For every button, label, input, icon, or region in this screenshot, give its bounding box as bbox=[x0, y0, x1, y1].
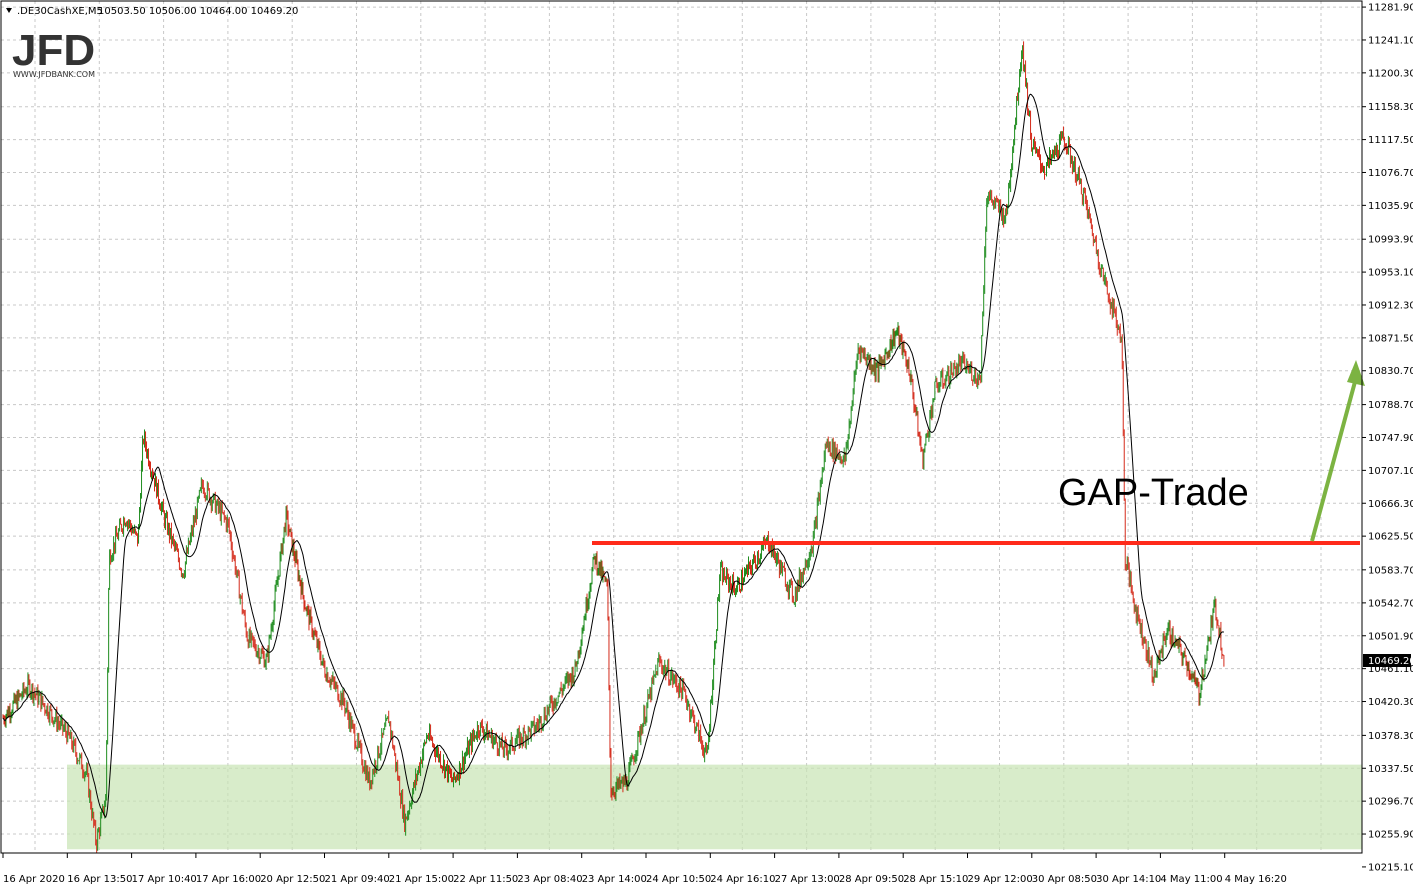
gap-trade-annotation: GAP-Trade bbox=[1058, 472, 1249, 514]
time-axis: 16 Apr 2020 16 Apr 13:50 17 Apr 10:40 17 Ap… bbox=[2, 853, 1287, 885]
candlesticks bbox=[2, 41, 1225, 853]
y-tick-label: 10501.90 bbox=[1368, 631, 1413, 642]
chart-grid bbox=[1, 1, 1362, 853]
y-tick-label: 10583.70 bbox=[1368, 565, 1413, 576]
logo-subtext: WWW.JFDBANK.COM bbox=[13, 70, 95, 79]
y-tick-label: 10912.30 bbox=[1368, 300, 1413, 311]
x-tick-label: 4 May 16:20 bbox=[1225, 874, 1287, 885]
ohlc-values: 10503.50 10506.00 10464.00 10469.20 bbox=[98, 6, 298, 17]
y-tick-label: 10666.30 bbox=[1368, 499, 1413, 510]
price-axis: 11281.90 11241.10 11200.30 11158.30 11117.50… bbox=[1362, 3, 1413, 873]
x-tick-label: 20 Apr 12:50 bbox=[260, 874, 325, 885]
y-tick-label: 10542.70 bbox=[1368, 598, 1413, 609]
moving-average-line bbox=[2, 93, 1224, 819]
y-tick-label: 10747.90 bbox=[1368, 433, 1413, 444]
y-tick-label: 10993.90 bbox=[1368, 235, 1413, 246]
y-tick-label: 10871.50 bbox=[1368, 333, 1413, 344]
y-tick-label: 10461.10 bbox=[1368, 664, 1413, 675]
y-tick-label: 10215.10 bbox=[1368, 862, 1413, 873]
x-tick-label: 28 Apr 15:10 bbox=[903, 874, 968, 885]
support-zone bbox=[67, 764, 1362, 850]
symbol-label: .DE30CashXE,M5 bbox=[17, 6, 103, 17]
x-tick-label: 17 Apr 10:40 bbox=[132, 874, 197, 885]
dropdown-triangle-icon[interactable] bbox=[6, 8, 12, 13]
x-tick-label: 24 Apr 10:50 bbox=[646, 874, 711, 885]
y-tick-label: 11076.70 bbox=[1368, 168, 1413, 179]
y-tick-label: 10420.30 bbox=[1368, 697, 1413, 708]
x-tick-label: 27 Apr 13:00 bbox=[775, 874, 840, 885]
x-tick-label: 24 Apr 16:10 bbox=[710, 874, 775, 885]
y-tick-label: 10707.10 bbox=[1368, 466, 1413, 477]
y-tick-label: 10296.70 bbox=[1368, 797, 1413, 808]
y-tick-label: 11200.30 bbox=[1368, 68, 1413, 79]
y-tick-label: 10788.70 bbox=[1368, 400, 1413, 411]
x-tick-label: 4 May 11:00 bbox=[1160, 874, 1222, 885]
plot-frame bbox=[0, 0, 1363, 854]
y-tick-label: 11281.90 bbox=[1368, 3, 1413, 14]
x-tick-label: 28 Apr 09:50 bbox=[839, 874, 904, 885]
x-tick-label: 16 Apr 13:50 bbox=[67, 874, 132, 885]
y-tick-label: 10953.10 bbox=[1368, 268, 1413, 279]
current-price-label: 10469.20 bbox=[1363, 654, 1413, 667]
x-tick-label: 22 Apr 11:50 bbox=[453, 874, 518, 885]
y-tick-label: 11117.50 bbox=[1368, 135, 1413, 146]
x-tick-label: 29 Apr 12:00 bbox=[968, 874, 1033, 885]
x-tick-label: 16 Apr 2020 bbox=[3, 874, 65, 885]
x-tick-label: 21 Apr 15:00 bbox=[389, 874, 454, 885]
y-tick-label: 10378.30 bbox=[1368, 731, 1413, 742]
y-tick-label: 11241.10 bbox=[1368, 35, 1413, 46]
y-tick-label: 10337.50 bbox=[1368, 764, 1413, 775]
x-tick-label: 21 Apr 09:40 bbox=[325, 874, 390, 885]
chart-header: .DE30CashXE,M5 10503.50 10506.00 10464.0… bbox=[6, 6, 298, 17]
x-tick-label: 17 Apr 16:00 bbox=[196, 874, 261, 885]
x-tick-label: 23 Apr 08:40 bbox=[517, 874, 582, 885]
y-tick-label: 11158.30 bbox=[1368, 102, 1413, 113]
x-tick-label: 30 Apr 08:50 bbox=[1032, 874, 1097, 885]
jfd-logo: JFD WWW.JFDBANK.COM bbox=[12, 26, 95, 79]
x-tick-label: 30 Apr 14:10 bbox=[1096, 874, 1161, 885]
y-tick-label: 10625.50 bbox=[1368, 532, 1413, 543]
current-price-value: 10469.20 bbox=[1368, 656, 1413, 667]
y-tick-label: 11035.90 bbox=[1368, 201, 1413, 212]
y-tick-label: 10830.70 bbox=[1368, 366, 1413, 377]
x-tick-label: 23 Apr 14:00 bbox=[582, 874, 647, 885]
y-tick-label: 10255.90 bbox=[1368, 830, 1413, 841]
logo-text: JFD bbox=[12, 26, 95, 75]
up-arrow-icon bbox=[1310, 360, 1365, 542]
